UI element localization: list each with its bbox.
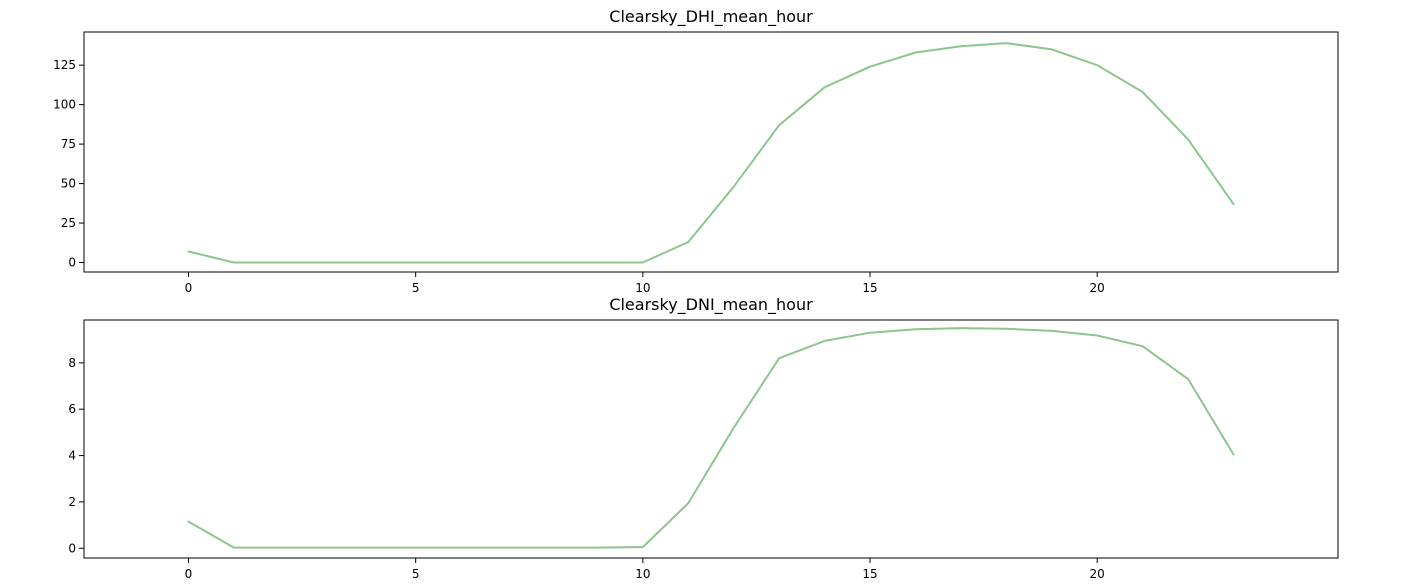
axes-frame-dni — [83, 319, 1339, 559]
series-line-dni — [187, 327, 1235, 549]
y-tick-label-dni: 8 — [68, 356, 76, 370]
y-tick-label-dhi: 25 — [61, 216, 76, 230]
y-tick-label-dhi: 0 — [68, 256, 76, 270]
x-tick-label-dni: 5 — [412, 567, 420, 581]
y-tick-label-dni: 4 — [68, 449, 76, 463]
axes-frame-dhi — [83, 31, 1339, 273]
subplot-dhi: Clearsky_DHI_mean_hour 0 5 10 15 20 0 25 50 75 10… — [53, 7, 1339, 295]
x-tick-label-dhi: 0 — [185, 281, 193, 295]
y-tick-label-dni: 6 — [68, 402, 76, 416]
y-tick-label-dhi: 50 — [61, 177, 76, 191]
series-line-dhi — [187, 42, 1235, 264]
x-tick-label-dni: 0 — [185, 567, 193, 581]
x-tick-label-dhi: 20 — [1090, 281, 1105, 295]
y-tick-label-dni: 2 — [68, 495, 76, 509]
x-tick-label-dni: 15 — [862, 567, 877, 581]
y-tick-label-dhi: 100 — [53, 98, 76, 112]
x-tick-label-dni: 20 — [1090, 567, 1105, 581]
subplot-dni: Clearsky_DNI_mean_hour 0 5 10 15 20 0 2 4 6 8 — [68, 295, 1339, 581]
x-tick-label-dhi: 5 — [412, 281, 420, 295]
x-tick-label-dni: 10 — [635, 567, 650, 581]
x-tick-label-dhi: 15 — [862, 281, 877, 295]
chart-title-dni: Clearsky_DNI_mean_hour — [609, 295, 813, 315]
y-tick-label-dhi: 125 — [53, 58, 76, 72]
x-tick-label-dhi: 10 — [635, 281, 650, 295]
y-tick-label-dni: 0 — [68, 541, 76, 555]
chart-title-dhi: Clearsky_DHI_mean_hour — [609, 7, 813, 27]
y-tick-label-dhi: 75 — [61, 137, 76, 151]
